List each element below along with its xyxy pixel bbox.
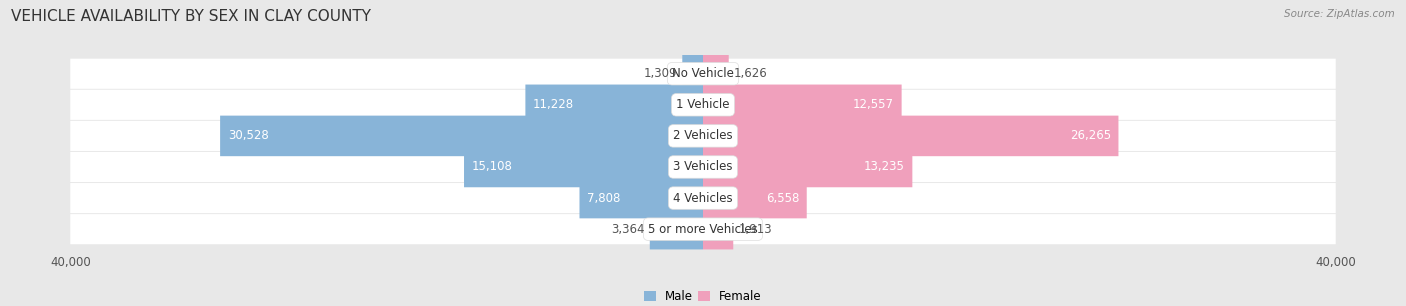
Text: 2 Vehicles: 2 Vehicles [673, 129, 733, 142]
Text: VEHICLE AVAILABILITY BY SEX IN CLAY COUNTY: VEHICLE AVAILABILITY BY SEX IN CLAY COUN… [11, 9, 371, 24]
FancyBboxPatch shape [703, 54, 728, 94]
Text: 1,309: 1,309 [644, 67, 678, 80]
FancyBboxPatch shape [703, 147, 912, 187]
FancyBboxPatch shape [703, 84, 901, 125]
FancyBboxPatch shape [70, 214, 1336, 244]
FancyBboxPatch shape [70, 152, 1336, 182]
Text: 4 Vehicles: 4 Vehicles [673, 192, 733, 205]
FancyBboxPatch shape [221, 116, 703, 156]
FancyBboxPatch shape [703, 209, 734, 249]
Text: 7,808: 7,808 [588, 192, 620, 205]
FancyBboxPatch shape [70, 183, 1336, 213]
Text: 1,913: 1,913 [738, 223, 772, 236]
Text: 3,364: 3,364 [612, 223, 645, 236]
Text: 1,626: 1,626 [734, 67, 768, 80]
FancyBboxPatch shape [70, 121, 1336, 151]
Text: 13,235: 13,235 [863, 160, 904, 174]
Text: 30,528: 30,528 [228, 129, 269, 142]
Text: 26,265: 26,265 [1070, 129, 1111, 142]
FancyBboxPatch shape [703, 116, 1118, 156]
FancyBboxPatch shape [70, 90, 1336, 120]
FancyBboxPatch shape [526, 84, 703, 125]
FancyBboxPatch shape [579, 178, 703, 218]
FancyBboxPatch shape [703, 178, 807, 218]
Text: No Vehicle: No Vehicle [672, 67, 734, 80]
FancyBboxPatch shape [464, 147, 703, 187]
Text: 12,557: 12,557 [853, 98, 894, 111]
FancyBboxPatch shape [682, 54, 703, 94]
Text: 6,558: 6,558 [766, 192, 799, 205]
FancyBboxPatch shape [70, 59, 1336, 89]
Text: 1 Vehicle: 1 Vehicle [676, 98, 730, 111]
Text: 11,228: 11,228 [533, 98, 574, 111]
Text: 5 or more Vehicles: 5 or more Vehicles [648, 223, 758, 236]
Legend: Male, Female: Male, Female [640, 285, 766, 306]
FancyBboxPatch shape [650, 209, 703, 249]
Text: 15,108: 15,108 [471, 160, 513, 174]
Text: Source: ZipAtlas.com: Source: ZipAtlas.com [1284, 9, 1395, 19]
Text: 3 Vehicles: 3 Vehicles [673, 160, 733, 174]
